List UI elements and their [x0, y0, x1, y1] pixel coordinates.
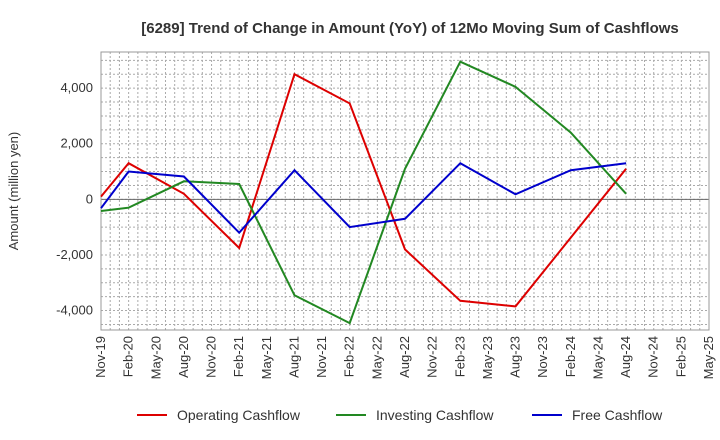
- series-group: [100, 60, 627, 325]
- y-axis: -4,000 -2,000 0 2,000 4,000: [56, 80, 93, 317]
- legend-label-free-cashflow: Free Cashflow: [572, 407, 663, 423]
- x-axis: Nov-19 Feb-20 May-20 Aug-20 Nov-20 Feb-21 May-…: [93, 336, 716, 379]
- y-tick-label: 4,000: [60, 80, 93, 95]
- x-tick-label: May-25: [701, 336, 716, 379]
- x-tick-label: May-21: [259, 336, 274, 379]
- x-tick-label: May-22: [369, 336, 384, 379]
- y-tick-label: 0: [86, 191, 93, 206]
- x-tick-label: Aug-23: [508, 336, 523, 378]
- series-line-investing-cashflow: [100, 60, 627, 325]
- grid: [100, 52, 710, 330]
- x-tick-label: Aug-20: [176, 336, 191, 378]
- x-tick-label: Nov-23: [535, 336, 550, 378]
- x-tick-label: Feb-23: [452, 336, 467, 377]
- x-tick-label: May-23: [480, 336, 495, 379]
- x-tick-label: May-20: [148, 336, 163, 379]
- x-tick-label: Feb-24: [563, 336, 578, 377]
- x-tick-label: Nov-19: [93, 336, 108, 378]
- series-line-free-cashflow: [100, 161, 627, 235]
- legend-label-operating-cashflow: Operating Cashflow: [177, 407, 301, 423]
- x-tick-label: Nov-22: [425, 336, 440, 378]
- y-tick-label: -4,000: [56, 303, 93, 318]
- y-tick-label: 2,000: [60, 136, 93, 151]
- legend: Operating Cashflow Investing Cashflow Free…: [137, 407, 663, 423]
- y-tick-label: -2,000: [56, 247, 93, 262]
- x-tick-label: Nov-20: [204, 336, 219, 378]
- chart-title: [6289] Trend of Change in Amount (YoY) o…: [141, 20, 679, 37]
- x-tick-label: Feb-22: [342, 336, 357, 377]
- y-axis-label: Amount (million yen): [6, 132, 21, 251]
- x-tick-label: Nov-24: [646, 336, 661, 378]
- plot-area: [100, 51, 710, 331]
- x-tick-label: Aug-24: [618, 336, 633, 378]
- x-tick-label: Feb-20: [121, 336, 136, 377]
- x-tick-label: Aug-21: [286, 336, 301, 378]
- series-line-operating-cashflow: [100, 72, 627, 308]
- x-tick-label: May-24: [590, 336, 605, 379]
- x-tick-label: Feb-25: [673, 336, 688, 377]
- legend-label-investing-cashflow: Investing Cashflow: [376, 407, 494, 423]
- x-tick-label: Nov-21: [314, 336, 329, 378]
- x-tick-label: Aug-22: [397, 336, 412, 378]
- x-tick-label: Feb-21: [231, 336, 246, 377]
